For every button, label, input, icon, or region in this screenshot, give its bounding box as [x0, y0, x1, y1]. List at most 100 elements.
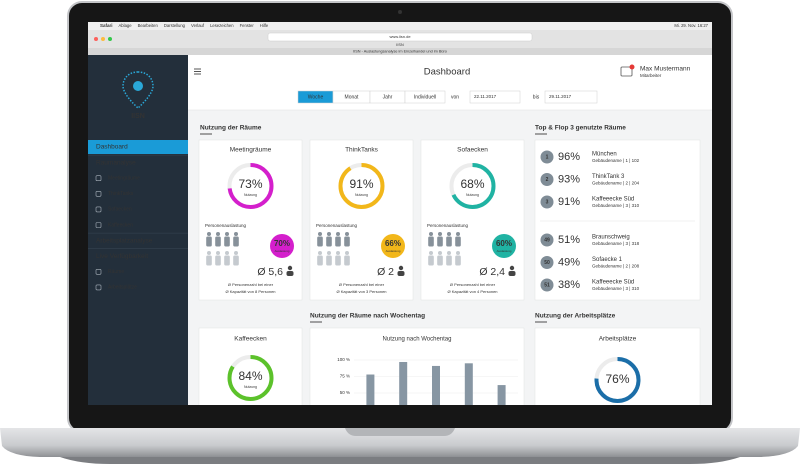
person-icon-head	[447, 232, 451, 236]
avg-person-body	[397, 271, 405, 276]
occupancy-badge	[492, 234, 516, 258]
address-bar[interactable]	[267, 32, 533, 42]
occupancy-value: 60%	[496, 239, 512, 248]
rank-badge	[540, 195, 554, 209]
avg-person-head	[287, 265, 293, 271]
camera	[398, 10, 402, 14]
person-icon-body	[344, 255, 350, 266]
section-heading: Nutzung der Räume	[200, 125, 262, 132]
window-zoom[interactable]	[108, 37, 112, 41]
menu-item: Lesezeichen	[210, 23, 234, 28]
active-item	[88, 140, 188, 154]
occupancy-caption: Auslastung	[275, 249, 290, 253]
window-minimize[interactable]	[101, 37, 105, 41]
sidebar-item[interactable]: Arbeitsplätze	[108, 285, 137, 291]
sidebar-item[interactable]: Dashboard	[96, 144, 128, 151]
person-icon-body	[326, 255, 332, 266]
usage-caption: Nutzung	[355, 193, 368, 197]
sidebar-item[interactable]: Live Verfügbarkeit	[96, 253, 148, 260]
menu-item: Darstellung	[164, 23, 186, 28]
ring-arc	[594, 357, 641, 403]
bar	[464, 363, 473, 405]
person-icon-body	[317, 255, 323, 266]
person-icon-head	[318, 232, 322, 236]
ring-arc	[227, 355, 274, 401]
sidebar-item[interactable]: Räume	[108, 269, 124, 275]
period-label: Monat	[345, 94, 360, 100]
sidebar-icon	[95, 222, 102, 228]
sidebar-item[interactable]: Meetingräume	[108, 176, 140, 182]
room-usage: 96%	[558, 151, 580, 163]
ring-arc	[338, 163, 385, 209]
room-location: Gebäudename | 2 | 208	[592, 264, 640, 269]
avg-person-head	[398, 265, 404, 271]
sidebar-item[interactable]: ThinkTanks	[108, 191, 134, 197]
usage-value: 84%	[238, 369, 262, 383]
person-icon-head	[438, 251, 442, 255]
occupancy-caption: Auslastung	[497, 249, 512, 253]
lid-notch	[345, 428, 455, 436]
person-icon-body	[335, 236, 341, 247]
usage-value: 91%	[349, 177, 373, 191]
screen: Safari Ablage Bearbeiten Darstellung Verlauf…	[88, 22, 712, 405]
person-icon-body	[206, 255, 212, 266]
avg-person-body	[508, 271, 516, 276]
room-name: ThinkTank 3	[592, 174, 625, 180]
menu-clock: Mi. 29. Nov. 16:27	[674, 23, 708, 28]
sidebar-item[interactable]: Arbeitsplatzanalyse	[96, 237, 153, 244]
room-usage: 91%	[558, 196, 580, 208]
card-title: Sofaecken	[457, 147, 488, 154]
sidebar-icon	[95, 284, 102, 291]
period-button[interactable]	[404, 90, 446, 104]
sidebar-item[interactable]: Kaffeecken	[108, 222, 133, 228]
sidebar	[88, 55, 188, 405]
menu-item: Verlauf	[191, 23, 205, 28]
avg-persons: Ø 5,6	[257, 266, 283, 278]
date-input[interactable]	[544, 90, 598, 104]
occupancy-title: Personenauslastung	[427, 223, 469, 228]
person-icon-body	[215, 255, 221, 266]
person-icon-head	[207, 232, 211, 236]
y-tick-label: 75 %	[340, 374, 350, 379]
avg-person-body	[286, 271, 294, 276]
usage-value: 68%	[460, 177, 484, 191]
hamburger[interactable]	[194, 68, 201, 75]
person-icon-head	[207, 251, 211, 255]
rank: 2	[546, 177, 549, 183]
chart-title: Nutzung nach Wochentag	[383, 337, 452, 343]
rank-badge	[540, 278, 554, 292]
person-icon-head	[429, 232, 433, 236]
window-close[interactable]	[94, 37, 98, 41]
room-location: Gebäudename | 3 | 310	[592, 286, 640, 291]
sidebar-icon	[95, 175, 102, 181]
sidebar-item[interactable]: Raumanalyse	[96, 159, 136, 166]
from-label: von	[451, 94, 459, 100]
sidebar-icon	[95, 206, 102, 213]
ring-arc	[449, 163, 496, 209]
date-input[interactable]	[469, 90, 521, 104]
usage-caption: Nutzung	[466, 193, 479, 197]
person-icon-head	[447, 251, 451, 255]
person-icon-body	[326, 236, 332, 247]
sidebar-item[interactable]: Sofaecken	[108, 207, 132, 213]
room-location: Gebäudename | 1 | 102	[592, 158, 640, 163]
usage-caption: Nutzung	[244, 385, 257, 389]
person-icon-body	[455, 255, 461, 266]
person-icon-head	[456, 232, 460, 236]
person-icon-body	[344, 236, 350, 247]
person-icon-head	[225, 251, 229, 255]
rank: 1	[546, 154, 549, 160]
page-title: IISN	[396, 43, 404, 47]
occupancy-value: 66%	[385, 239, 401, 248]
period-label: Jahr	[383, 94, 393, 100]
logo-text: IISN	[131, 113, 145, 120]
person-icon-body	[335, 255, 341, 266]
occupancy-badge	[381, 234, 405, 258]
to-label: bis	[533, 94, 540, 100]
user-icon[interactable]	[620, 64, 635, 77]
ring-arc	[227, 163, 274, 209]
person-icon-head	[438, 232, 442, 236]
person-icon-head	[345, 251, 349, 255]
person-icon-head	[429, 251, 433, 255]
person-icon-body	[317, 236, 323, 247]
